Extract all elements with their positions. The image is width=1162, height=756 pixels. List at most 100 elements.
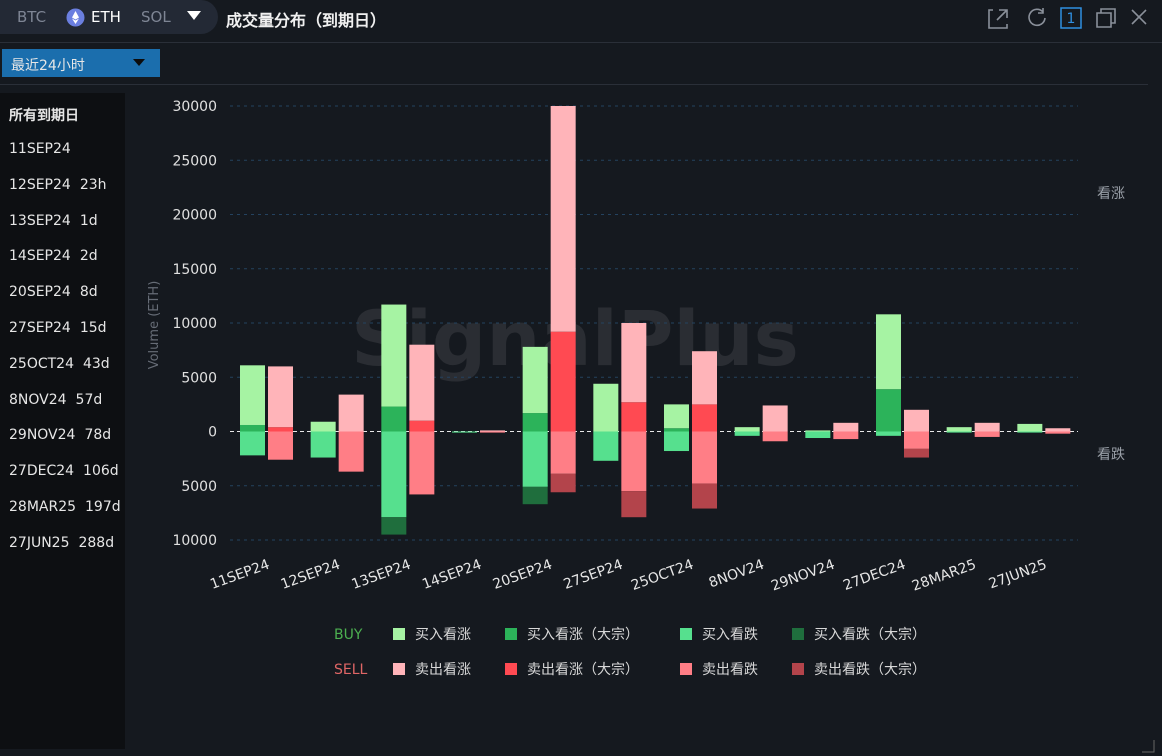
legend-label: 买入看跌 — [702, 627, 758, 643]
expiry-date: 14SEP24 — [9, 248, 71, 265]
expiry-item[interactable]: 27JUN25 288d — [9, 535, 114, 551]
y-tick-label: 15000 — [172, 262, 217, 278]
annotation: 看涨 — [1097, 186, 1125, 202]
bar-segment — [409, 420, 435, 432]
bar-segment — [762, 405, 788, 432]
legend-label: 卖出看跌（大宗） — [814, 662, 926, 678]
bar-segment — [876, 389, 901, 432]
x-tick-label: 27JUN25 — [987, 557, 1049, 593]
tab[interactable]: ETH — [91, 8, 121, 26]
expiry-remaining: 23h — [79, 176, 107, 193]
y-axis-label: Volume (ETH) — [147, 281, 162, 370]
bar-segment — [593, 431, 619, 461]
y-tick-label: 0 — [208, 425, 217, 441]
popout-icon[interactable] — [988, 9, 1008, 29]
expiry-remaining: 1d — [79, 212, 98, 229]
tab[interactable]: BTC — [17, 8, 47, 26]
expiry-remaining: 57d — [75, 391, 103, 408]
expiry-item[interactable]: 14SEP24 2d — [9, 248, 98, 264]
bar-segment — [381, 406, 407, 432]
legend-label: 卖出看涨（大宗） — [527, 662, 639, 678]
expiry-remaining: 197d — [85, 499, 121, 515]
copy-icon[interactable] — [1096, 8, 1116, 28]
bar-segment — [338, 431, 364, 472]
legend-swatch — [680, 663, 692, 675]
bar-segment — [522, 346, 548, 414]
badge-box[interactable] — [1060, 7, 1082, 29]
resize-handle[interactable] — [1142, 740, 1155, 753]
x-tick-label: 8NOV24 — [707, 557, 767, 592]
expiry-item[interactable]: 28MAR25 197d — [9, 499, 121, 515]
bar-segment — [480, 431, 505, 433]
bar-segment — [692, 351, 717, 405]
expiry-date: 27DEC24 — [9, 463, 75, 480]
bar-segment — [593, 383, 619, 432]
bar-segment — [550, 431, 576, 474]
bar-segment — [974, 431, 1000, 437]
x-tick-label: 12SEP24 — [279, 557, 343, 593]
bar-segment — [1017, 431, 1043, 433]
bar-segment — [833, 422, 859, 432]
bar-segment — [381, 517, 407, 535]
bar-segment — [621, 323, 647, 403]
legend-swatch — [792, 663, 804, 675]
expiry-remaining: 2d — [79, 248, 98, 265]
legend-group: SELL — [334, 662, 368, 678]
legend-label: 买入看跌（大宗） — [814, 627, 926, 643]
bar-segment — [480, 430, 505, 432]
bar-segment — [904, 409, 929, 432]
legend-swatch — [680, 628, 692, 640]
expiry-item[interactable]: 12SEP24 23h — [9, 177, 107, 193]
bar-segment — [268, 427, 293, 432]
expiry-remaining: 15d — [79, 320, 107, 336]
expiry-item[interactable]: 11SEP24 — [9, 141, 71, 157]
x-tick-label: 27SEP24 — [561, 557, 625, 593]
expiry-item[interactable]: 27DEC24 106d — [9, 463, 119, 479]
refresh-icon[interactable] — [1028, 8, 1046, 27]
bar-segment — [268, 366, 293, 428]
expiry-date: 12SEP24 — [9, 176, 71, 193]
legend-label: 卖出看涨 — [415, 662, 471, 678]
bar-segment — [762, 431, 788, 442]
y-tick-label: 20000 — [172, 208, 217, 224]
y-tick-label: 25000 — [172, 153, 217, 169]
expiry-item[interactable]: 20SEP24 8d — [9, 284, 98, 300]
bar-segment — [1045, 431, 1071, 434]
window-icons: 1 — [988, 7, 1147, 29]
top-bar: BTC ETH SOL 成交量分布（到期日） 1 — [0, 0, 1162, 43]
bar-segment — [381, 431, 407, 518]
time-filter[interactable]: 最近24小时 — [2, 49, 160, 77]
bar-segment — [876, 314, 901, 390]
y-tick-label: 5000 — [181, 370, 217, 386]
dropdown-arrow — [133, 59, 145, 66]
expiry-remaining: 43d — [82, 355, 110, 372]
legend-label: 买入看涨（大宗） — [527, 627, 639, 643]
bar-segment — [833, 431, 859, 440]
expiry-item[interactable]: 13SEP24 1d — [9, 213, 98, 229]
bar-segment — [946, 427, 972, 432]
bar-segment — [664, 431, 689, 452]
expiry-item[interactable]: 25OCT24 43d — [9, 356, 110, 372]
y-tick-label: 5000 — [181, 479, 217, 495]
expiry-all[interactable]: 所有到期日 — [9, 108, 79, 124]
legend-group: BUY — [334, 627, 363, 643]
bar-segment — [550, 106, 576, 332]
close-icon[interactable] — [1131, 9, 1147, 25]
expiry-date: 20SEP24 — [9, 284, 71, 301]
expiry-item[interactable]: 29NOV24 78d — [9, 427, 111, 443]
expiry-remaining: 78d — [84, 427, 112, 444]
bar-segment — [904, 448, 929, 458]
bar-segment — [338, 394, 364, 432]
x-tick-label: 13SEP24 — [349, 557, 413, 593]
expiry-item[interactable]: 27SEP24 15d — [9, 320, 107, 336]
expiry-date: 13SEP24 — [9, 212, 71, 229]
dropdown-arrow[interactable] — [187, 11, 201, 21]
tab[interactable]: SOL — [141, 8, 171, 26]
legend-swatch — [792, 628, 804, 640]
expiry-item[interactable]: 8NOV24 57d — [9, 392, 102, 408]
legend-swatch — [505, 663, 517, 675]
expiry-date: 8NOV24 — [9, 391, 67, 408]
eth-icon — [66, 8, 85, 27]
